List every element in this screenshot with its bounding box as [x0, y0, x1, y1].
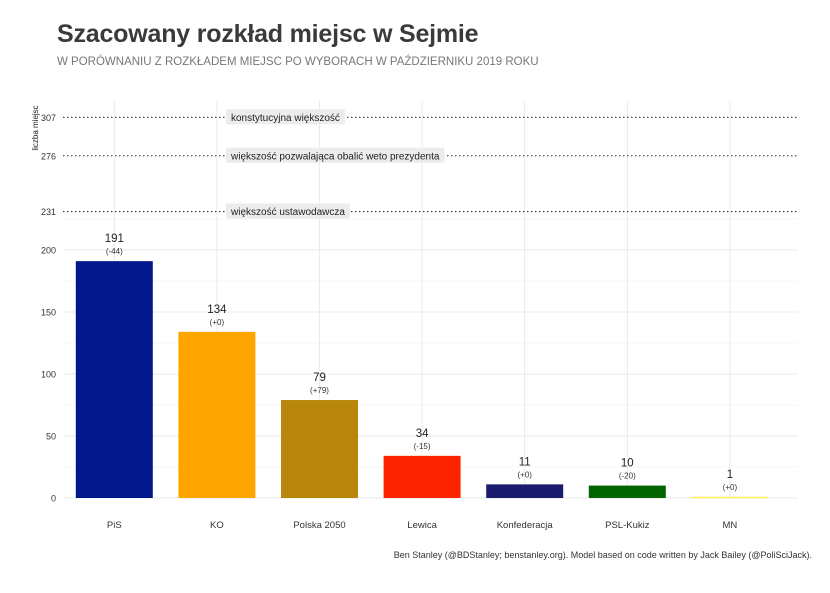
chart-caption: Ben Stanley (@BDStanley; benstanley.org)… [393, 550, 812, 560]
bar [691, 496, 769, 499]
bar-value-label: 79 [313, 372, 326, 384]
bar [486, 484, 564, 498]
bar-value-label: 1 [727, 469, 733, 481]
reference-lines: konstytucyjna większość większość pozwala… [63, 109, 798, 219]
x-tick-label: MN [723, 520, 738, 531]
bar-value-label: 191 [105, 233, 124, 245]
bar-change-label: (+0) [517, 470, 532, 479]
bar-value-label: 34 [416, 428, 429, 440]
y-tick-label: 276 [41, 151, 56, 161]
y-tick-label: 0 [51, 494, 56, 504]
reference-label: większość ustawodawcza [226, 203, 350, 219]
chart-subtitle: W PORÓWNANIU Z ROZKŁADEM MIEJSC PO WYBOR… [57, 56, 539, 68]
y-tick-label: 200 [41, 246, 56, 256]
reference-label-background [226, 147, 445, 163]
bar [588, 485, 666, 498]
bar [383, 455, 461, 498]
reference-label: większość pozwalająca obalić weto prezyd… [226, 147, 445, 163]
x-tick-label: Lewica [407, 520, 437, 531]
x-tick-label: Konfederacja [497, 520, 554, 531]
reference-label-text: większość pozwalająca obalić weto prezyd… [230, 151, 440, 162]
reference-label-background [226, 109, 345, 125]
bar-value-label: 10 [621, 458, 634, 470]
x-tick-label: KO [210, 520, 224, 531]
x-tick-label: PiS [107, 520, 122, 531]
bar-change-label: (+0) [210, 318, 225, 327]
reference-label-text: większość ustawodawcza [230, 207, 345, 218]
chart-title: Szacowany rozkład miejsc w Sejmie [57, 20, 479, 48]
bar [281, 400, 358, 498]
bar-value-label: 11 [519, 456, 531, 468]
x-tick-label: Polska 2050 [293, 520, 345, 531]
y-tick-label: 231 [41, 207, 56, 217]
y-axis-title: liczba miejsc [31, 105, 40, 150]
bar [75, 261, 153, 498]
bar-value-label: 134 [207, 304, 227, 316]
bar-change-label: (-44) [106, 247, 123, 256]
axes: 0 50 100 150 200 231 276 307 PiS KO Polska 2050 Lew… [41, 113, 737, 531]
y-tick-label: 50 [46, 432, 56, 442]
x-tick-label: PSL-Kukiz [605, 520, 650, 531]
reference-label: konstytucyjna większość [226, 109, 345, 125]
bar [178, 331, 256, 498]
bar-change-label: (-20) [619, 472, 636, 481]
reference-label-text: konstytucyjna większość [231, 113, 340, 124]
reference-label-background [226, 203, 350, 219]
bar-change-label: (+0) [723, 483, 738, 492]
y-tick-label: 307 [41, 113, 56, 123]
bar-change-label: (+79) [310, 386, 329, 395]
y-tick-label: 100 [41, 370, 56, 380]
bars: 191 (-44) 134 (+0) 79 (+79) 34 (-15) 11 (+0) 10 (-2… [75, 233, 769, 499]
bar-change-label: (-15) [414, 442, 431, 451]
y-tick-label: 150 [41, 308, 56, 318]
